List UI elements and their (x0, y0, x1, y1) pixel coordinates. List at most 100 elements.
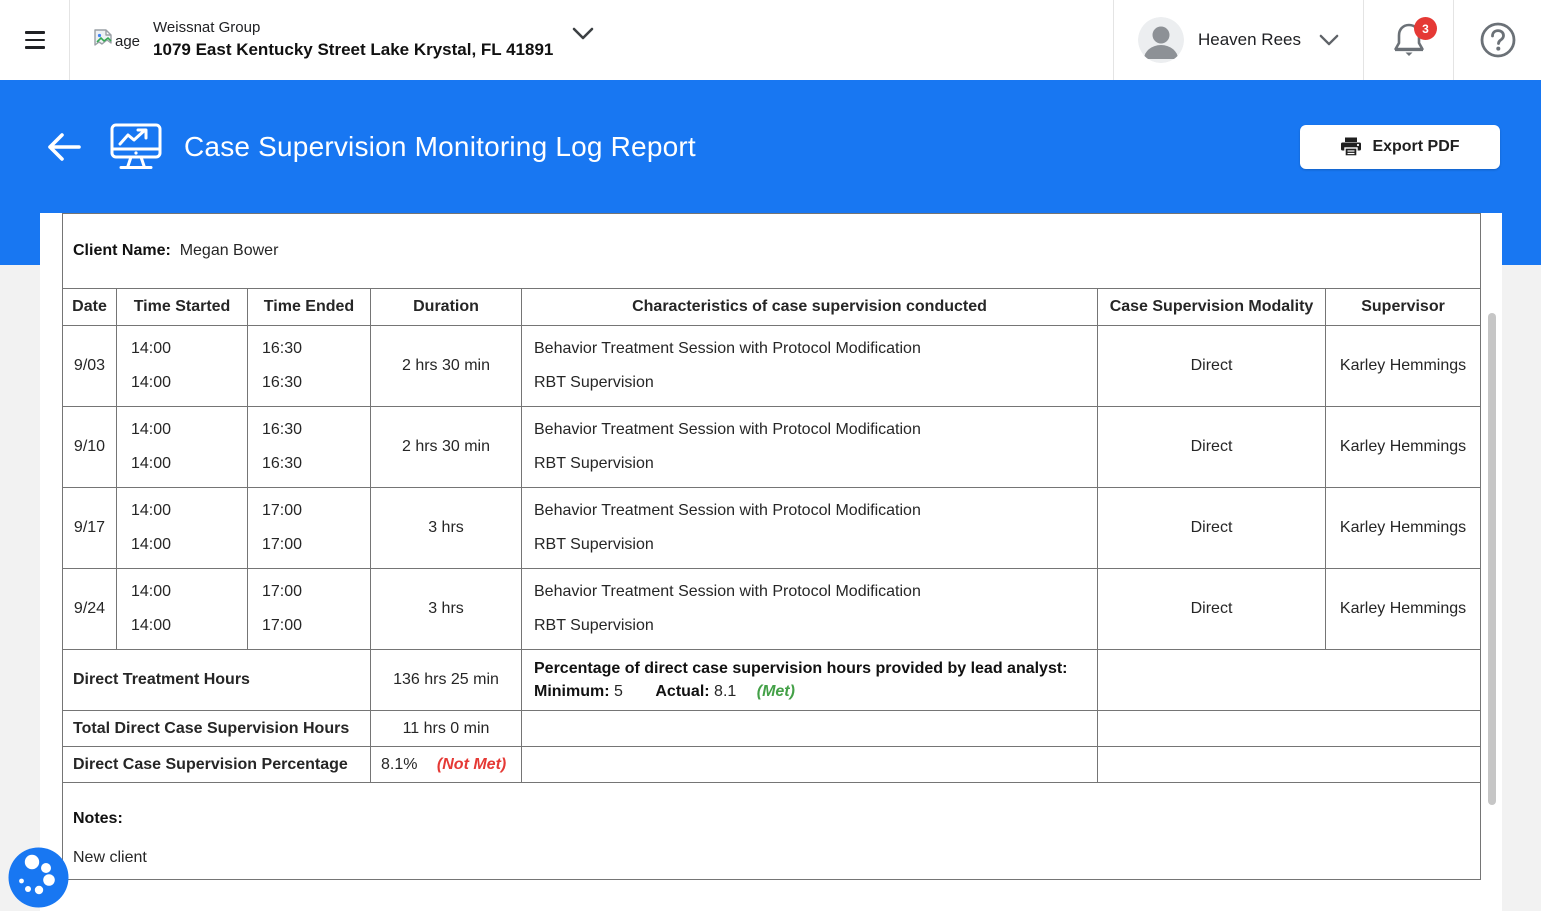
report-card: Client Name: Megan Bower Date Time Start… (40, 213, 1502, 911)
notifications-button[interactable]: 3 (1363, 0, 1453, 80)
notes-label: Notes: (73, 809, 123, 827)
summary-row-total-supervision: Total Direct Case Supervision Hours 11 h… (62, 710, 1482, 747)
cell-time-started: 14:00 14:00 (116, 406, 248, 488)
cell-modality: Direct (1097, 406, 1326, 488)
client-name-row: Client Name: Megan Bower (61, 213, 1482, 289)
cell-date: 9/24 (62, 568, 117, 650)
notes-value: New client (73, 848, 147, 866)
org-name: Weissnat Group (153, 19, 261, 37)
cell-characteristics: Behavior Treatment Session with Protocol… (521, 325, 1098, 407)
cell-date: 9/10 (62, 406, 117, 488)
actual-value: 8.1 (714, 683, 737, 700)
cell-modality: Direct (1097, 568, 1326, 650)
client-name-label: Client Name: (73, 242, 171, 259)
total-supervision-hours-label: Total Direct Case Supervision Hours (62, 710, 371, 747)
avatar (1137, 17, 1184, 63)
org-selector[interactable]: age Weissnat Group 1079 East Kentucky St… (93, 0, 594, 80)
cell-supervisor: Karley Hemmings (1324, 487, 1482, 569)
summary-empty-cell (521, 746, 1098, 783)
met-status-badge: (Met) (756, 683, 795, 700)
hamburger-icon (24, 31, 45, 49)
supervision-percentage-label: Direct Case Supervision Percentage (62, 746, 371, 783)
cell-modality: Direct (1097, 487, 1326, 569)
export-pdf-button[interactable]: Export PDF (1300, 124, 1500, 169)
broken-image-alt-text: age (115, 33, 141, 50)
cell-time-ended: 17:00 17:00 (247, 487, 371, 569)
col-header-duration: Duration (370, 288, 522, 326)
back-button[interactable] (46, 132, 82, 162)
lead-analyst-percentage-cell: Percentage of direct case supervision ho… (521, 649, 1098, 711)
help-button[interactable] (1453, 0, 1541, 80)
user-name: Heaven Rees (1197, 30, 1301, 49)
col-header-time-started: Time Started (116, 288, 248, 326)
cell-supervisor: Karley Hemmings (1324, 406, 1482, 488)
table-row: 9/10 14:00 14:00 16:30 16:30 2 hrs 30 min … (62, 406, 1482, 488)
summary-row-supervision-percentage: Direct Case Supervision Percentage 8.1% … (62, 746, 1482, 783)
notes-row: Notes: New client (61, 782, 1482, 880)
org-text: Weissnat Group 1079 East Kentucky Street… (153, 18, 553, 61)
vertical-scrollbar[interactable] (1488, 313, 1496, 805)
total-supervision-hours-value: 11 hrs 0 min (370, 710, 522, 747)
summary-empty-cell (1096, 746, 1482, 783)
cookie-widget-button[interactable] (8, 847, 69, 908)
user-menu[interactable]: Heaven Rees (1113, 0, 1363, 80)
cell-time-ended: 16:30 16:30 (247, 325, 371, 407)
cell-characteristics: Behavior Treatment Session with Protocol… (521, 406, 1098, 488)
broken-image-icon: age (93, 29, 140, 51)
export-pdf-label: Export PDF (1372, 137, 1460, 155)
table-row: 9/24 14:00 14:00 17:00 17:00 3 hrs Behavio… (62, 568, 1482, 650)
not-met-status-badge: (Not Met) (436, 755, 507, 773)
lead-analyst-percentage-heading: Percentage of direct case supervision ho… (534, 660, 1068, 677)
cell-supervisor: Karley Hemmings (1324, 568, 1482, 650)
summary-empty-cell (1096, 649, 1482, 711)
notification-badge: 3 (1414, 17, 1437, 40)
minimum-label: Minimum: (534, 683, 610, 700)
summary-row-direct-treatment: Direct Treatment Hours 136 hrs 25 min Pe… (62, 649, 1482, 711)
topbar-spacer (594, 0, 1113, 80)
col-header-time-ended: Time Ended (247, 288, 371, 326)
cell-characteristics: Behavior Treatment Session with Protocol… (521, 568, 1098, 650)
col-header-date: Date (62, 288, 117, 326)
cell-time-ended: 17:00 17:00 (247, 568, 371, 650)
col-header-supervisor: Supervisor (1324, 288, 1482, 326)
col-header-characteristics: Characteristics of case supervision cond… (521, 288, 1098, 326)
supervision-log-table: Client Name: Megan Bower Date Time Start… (61, 213, 1482, 880)
table-header-row: Date Time Started Time Ended Duration Ch… (62, 288, 1482, 326)
hamburger-menu-button[interactable] (0, 0, 70, 80)
cell-modality: Direct (1097, 325, 1326, 407)
cookie-icon (8, 847, 69, 908)
cell-date: 9/17 (62, 487, 117, 569)
supervision-percentage-value: 8.1% (381, 755, 418, 773)
summary-empty-cell (1096, 710, 1482, 747)
printer-icon (1341, 137, 1362, 157)
broken-image-glyph (94, 29, 112, 46)
report-chart-icon (108, 121, 164, 173)
cell-time-started: 14:00 14:00 (116, 487, 248, 569)
chevron-down-icon (573, 27, 594, 39)
actual-label: Actual: (655, 683, 710, 700)
back-arrow-icon (48, 132, 81, 161)
cell-characteristics: Behavior Treatment Session with Protocol… (521, 487, 1098, 569)
direct-treatment-hours-label: Direct Treatment Hours (62, 649, 371, 711)
cell-duration: 3 hrs (370, 568, 522, 650)
cell-date: 9/03 (62, 325, 117, 407)
chevron-down-icon (1319, 34, 1339, 46)
cell-supervisor: Karley Hemmings (1324, 325, 1482, 407)
minimum-value: 5 (614, 683, 623, 700)
cell-duration: 3 hrs (370, 487, 522, 569)
direct-treatment-hours-value: 136 hrs 25 min (370, 649, 522, 711)
client-name-value: Megan Bower (179, 242, 279, 259)
cell-time-started: 14:00 14:00 (116, 325, 248, 407)
cell-duration: 2 hrs 30 min (370, 325, 522, 407)
supervision-percentage-value-cell: 8.1% (Not Met) (370, 746, 522, 783)
summary-empty-cell (521, 710, 1098, 747)
cell-time-started: 14:00 14:00 (116, 568, 248, 650)
table-row: 9/03 14:00 14:00 16:30 16:30 2 hrs 30 min … (62, 325, 1482, 407)
topbar: age Weissnat Group 1079 East Kentucky St… (0, 0, 1541, 80)
page-title: Case Supervision Monitoring Log Report (184, 130, 696, 162)
org-address: 1079 East Kentucky Street Lake Krystal, … (153, 39, 554, 59)
col-header-modality: Case Supervision Modality (1097, 288, 1326, 326)
table-row: 9/17 14:00 14:00 17:00 17:00 3 hrs Behavio… (62, 487, 1482, 569)
help-icon (1480, 22, 1515, 58)
cell-time-ended: 16:30 16:30 (247, 406, 371, 488)
